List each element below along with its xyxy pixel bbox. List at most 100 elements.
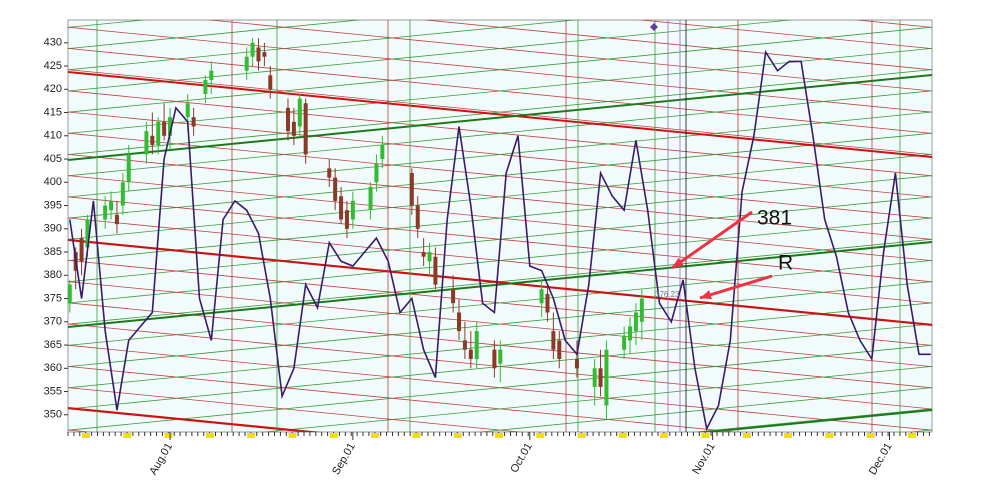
green-fan-line xyxy=(907,429,932,432)
green-fan-line xyxy=(68,132,932,219)
candle-body xyxy=(368,186,373,211)
candle-body xyxy=(498,349,503,364)
candle-body xyxy=(628,326,633,341)
candle-body xyxy=(539,289,544,304)
y-tick-label: 390 xyxy=(44,223,62,235)
green-fan-line xyxy=(68,175,932,261)
arrow-head xyxy=(700,290,712,300)
y-tick-label: 410 xyxy=(44,130,62,142)
main-green-line xyxy=(698,409,932,432)
y-tick-label: 365 xyxy=(44,339,62,351)
candle-body xyxy=(551,331,556,350)
candle-body xyxy=(427,252,432,262)
week-marker xyxy=(205,433,214,438)
candle-body xyxy=(162,121,167,136)
red-fan-line xyxy=(637,20,932,49)
week-marker xyxy=(123,433,132,438)
red-fan-line xyxy=(68,0,932,6)
candle-body xyxy=(144,131,149,155)
candle-body xyxy=(421,252,426,257)
candle-body xyxy=(468,349,473,359)
candle-body xyxy=(374,163,379,183)
y-tick-label: 370 xyxy=(44,316,62,328)
week-marker xyxy=(288,433,297,438)
y-tick-label: 380 xyxy=(44,269,62,281)
price-label: 376.23 xyxy=(655,290,680,299)
week-marker xyxy=(866,433,875,438)
week-marker xyxy=(701,433,710,438)
candle-body xyxy=(185,103,190,118)
week-marker xyxy=(164,433,173,438)
candle-body xyxy=(598,368,603,387)
candle-body xyxy=(433,256,438,285)
candle-body xyxy=(462,340,467,350)
candle-body xyxy=(68,284,72,304)
week-marker xyxy=(577,433,586,438)
candle-body xyxy=(285,107,290,132)
candle-body xyxy=(474,331,479,359)
candle-body xyxy=(256,47,261,62)
green-fan-line xyxy=(68,111,932,198)
candle-body xyxy=(639,298,644,322)
green-fan-line xyxy=(68,20,363,49)
y-tick-label: 350 xyxy=(44,409,62,421)
candle-body xyxy=(303,103,308,155)
main-red-line xyxy=(68,71,932,158)
week-marker xyxy=(784,433,793,438)
candle-body xyxy=(592,368,597,387)
green-fan-line xyxy=(68,217,932,304)
marks xyxy=(68,38,931,432)
candle-body xyxy=(415,205,420,229)
annotation: R xyxy=(778,252,793,275)
candle-body xyxy=(457,312,462,332)
marker-diamond xyxy=(650,23,658,31)
green-fan-line xyxy=(692,408,932,432)
candle-body xyxy=(339,196,344,220)
green-fan-line xyxy=(68,154,932,240)
candle-body xyxy=(191,117,196,127)
y-tick-label: 420 xyxy=(44,83,62,95)
candle-body xyxy=(333,177,338,201)
week-marker xyxy=(371,433,380,438)
green-fan-line xyxy=(476,387,932,432)
green-fan-line xyxy=(68,344,932,431)
week-marker xyxy=(618,433,627,438)
red-fan-line xyxy=(68,429,93,432)
annotation: 381 xyxy=(757,207,792,230)
week-marker xyxy=(412,433,421,438)
candle-body xyxy=(604,349,609,406)
green-fan-line xyxy=(68,26,932,113)
y-tick-label: 375 xyxy=(44,292,62,304)
annotation-arrow xyxy=(699,274,773,300)
candle-body xyxy=(168,117,173,136)
candle-body xyxy=(545,293,550,313)
candle-body xyxy=(85,219,90,248)
y-tick-label: 430 xyxy=(44,37,62,49)
candle-body xyxy=(262,52,267,57)
candle-body xyxy=(409,172,414,206)
week-marker xyxy=(82,433,90,438)
main-green-line xyxy=(68,241,932,328)
annotation-arrow xyxy=(671,210,753,270)
green-fan-line xyxy=(68,69,932,155)
week-marker xyxy=(742,433,751,438)
green-fan-line xyxy=(261,366,932,432)
candle-body xyxy=(150,135,155,146)
y-tick-label: 385 xyxy=(44,246,62,258)
candle-body xyxy=(156,121,161,146)
week-marker xyxy=(495,433,503,438)
oscillator-line xyxy=(69,49,931,432)
week-marker xyxy=(660,433,669,438)
x-tick-label: Oct.01 xyxy=(508,441,535,475)
candle-body xyxy=(622,335,627,350)
y-tick-label: 360 xyxy=(44,362,62,374)
candle-body xyxy=(109,200,114,211)
y-tick-label: 425 xyxy=(44,60,62,72)
main-red-line xyxy=(68,407,323,432)
candle-body xyxy=(114,214,119,225)
y-tick-label: 355 xyxy=(44,385,62,397)
week-marker xyxy=(536,433,545,438)
candle-body xyxy=(209,70,214,80)
x-tick-label: Nov.01 xyxy=(690,441,717,476)
